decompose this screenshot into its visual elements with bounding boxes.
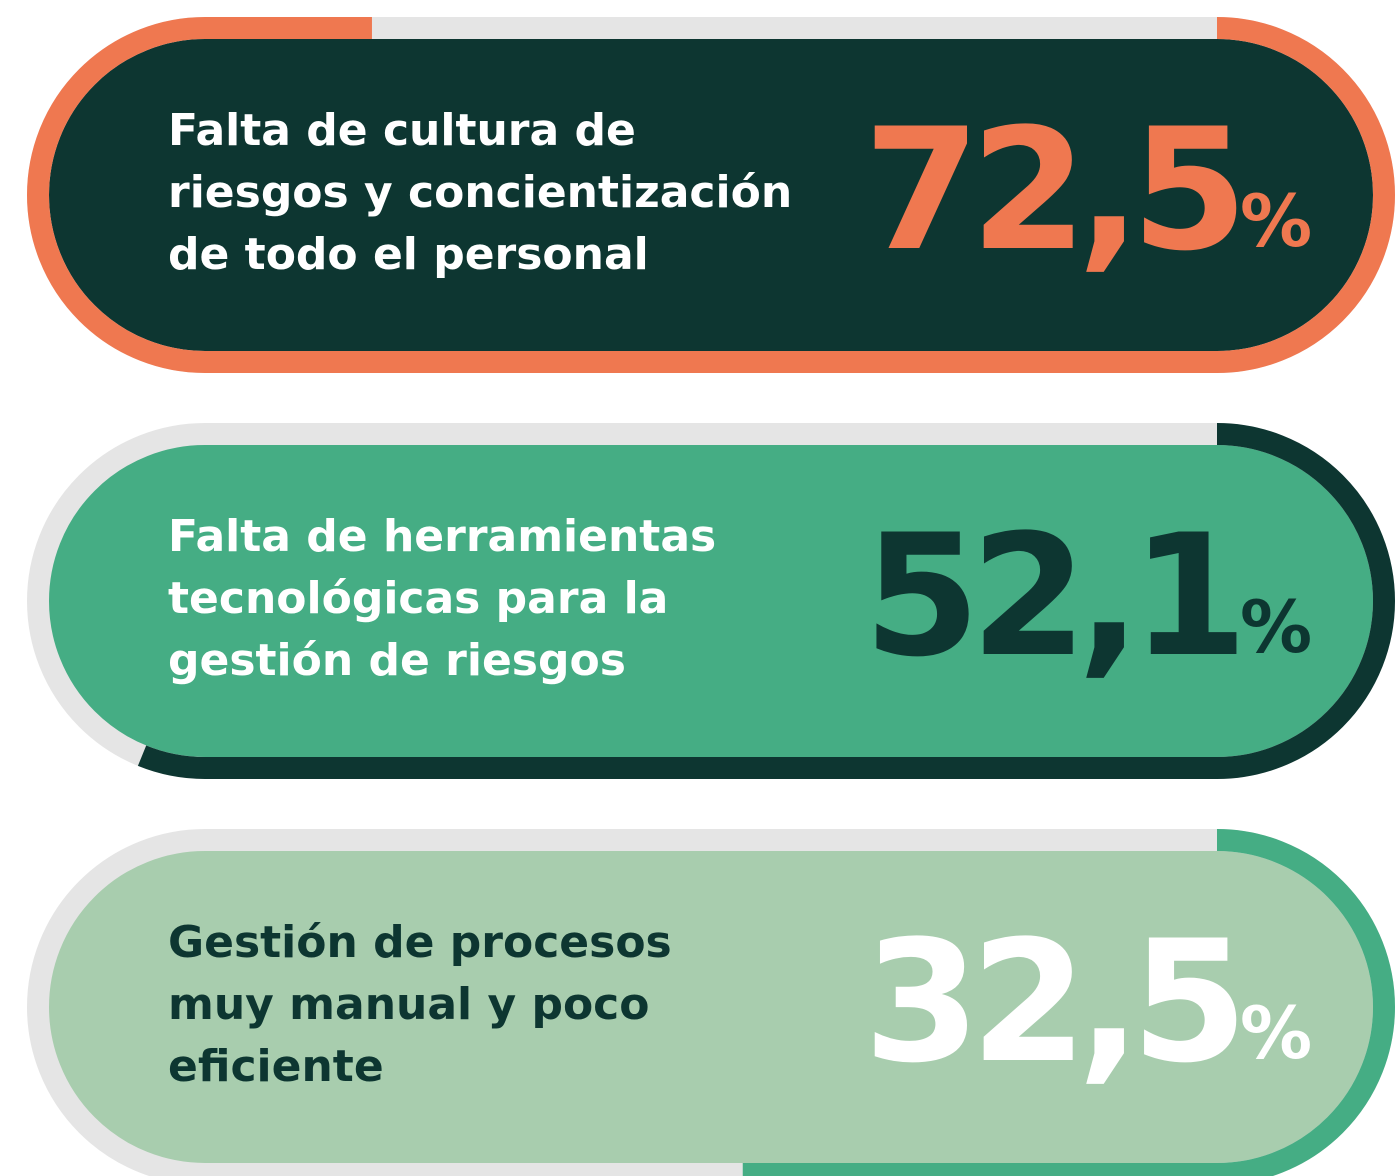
unit-label: % xyxy=(1240,179,1312,263)
item-label: gestión de riesgos xyxy=(168,635,626,686)
ring-progress xyxy=(27,17,1395,373)
item-label: Falta de herramientas xyxy=(168,511,716,562)
item-label: de todo el personal xyxy=(168,229,649,280)
item-label: riesgos y concientización xyxy=(168,167,792,218)
value-label: 72,5 xyxy=(863,92,1238,288)
unit-label: % xyxy=(1240,585,1312,669)
item-label: eficiente xyxy=(168,1041,384,1092)
item-label: tecnológicas para la xyxy=(168,573,668,624)
item-label: Falta de cultura de xyxy=(168,105,636,156)
unit-label: % xyxy=(1240,991,1312,1075)
value-label: 52,1 xyxy=(863,498,1238,694)
ring-progress xyxy=(27,829,1395,1176)
value-label: 32,5 xyxy=(863,904,1238,1100)
item-label: Gestión de procesos xyxy=(168,917,672,968)
item-label: muy manual y poco xyxy=(168,979,650,1030)
ring-progress xyxy=(27,423,1395,779)
